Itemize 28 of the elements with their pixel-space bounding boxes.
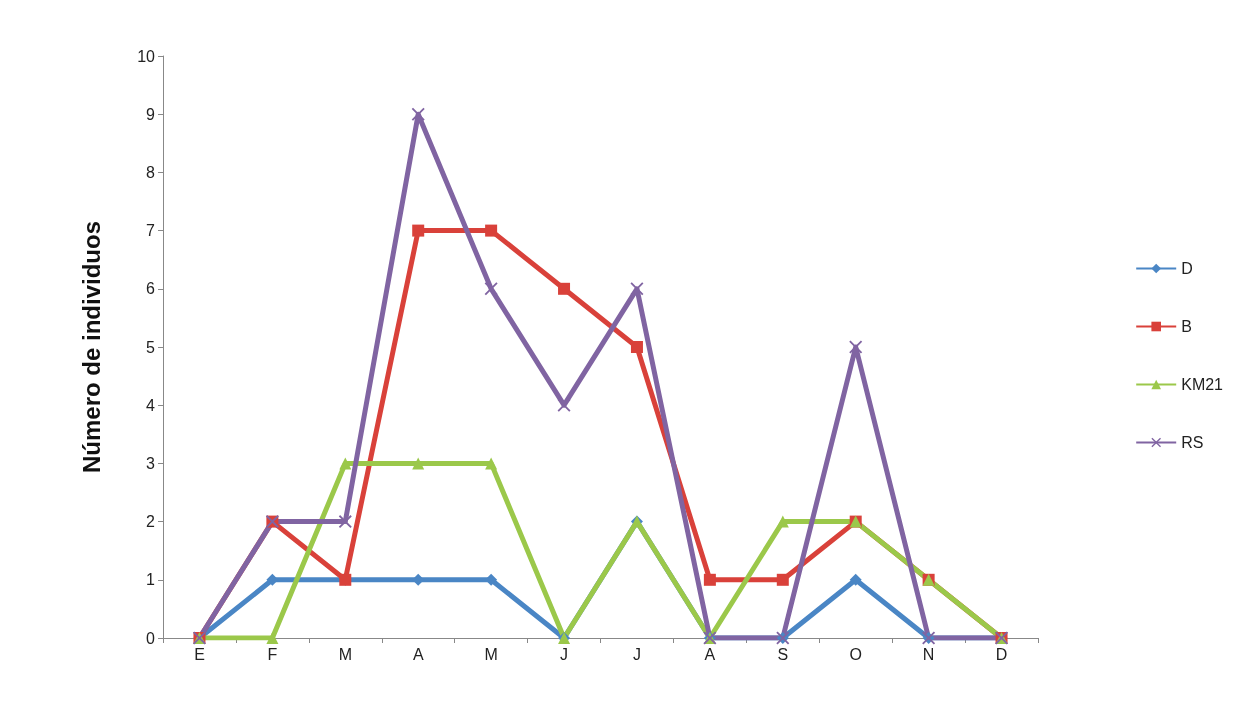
- legend-label: D: [1181, 260, 1193, 277]
- y-axis-title: Número de individuos: [77, 220, 105, 474]
- y-tick-label: 10: [137, 47, 156, 65]
- x-tick-label: E: [194, 645, 205, 663]
- legend-label: B: [1181, 318, 1192, 335]
- x-tick-label: N: [922, 645, 935, 663]
- x-tick-label: M: [338, 645, 352, 663]
- y-tick-label: 3: [146, 454, 156, 472]
- y-tick-label: 0: [146, 629, 156, 647]
- x-tick-label: J: [560, 645, 569, 663]
- x-tick-label: D: [995, 645, 1008, 663]
- x-tick-label: M: [484, 645, 498, 663]
- y-tick-label: 5: [146, 338, 156, 356]
- x-tick-label: F: [267, 645, 278, 663]
- y-tick-label: 7: [146, 222, 156, 240]
- y-tick-label: 8: [146, 163, 156, 181]
- x-tick-label: S: [777, 645, 789, 663]
- y-tick-label: 1: [146, 571, 156, 589]
- x-tick-label: A: [704, 645, 716, 663]
- legend-label: KM21: [1181, 376, 1224, 393]
- x-tick-label: J: [632, 645, 641, 663]
- y-tick-label: 4: [146, 396, 156, 414]
- x-tick-label: A: [412, 645, 424, 663]
- y-tick-label: 9: [146, 105, 156, 123]
- x-tick-label: O: [849, 645, 862, 663]
- legend-label: RS: [1181, 434, 1204, 451]
- y-tick-label: 6: [146, 280, 156, 298]
- y-tick-label: 2: [146, 513, 156, 531]
